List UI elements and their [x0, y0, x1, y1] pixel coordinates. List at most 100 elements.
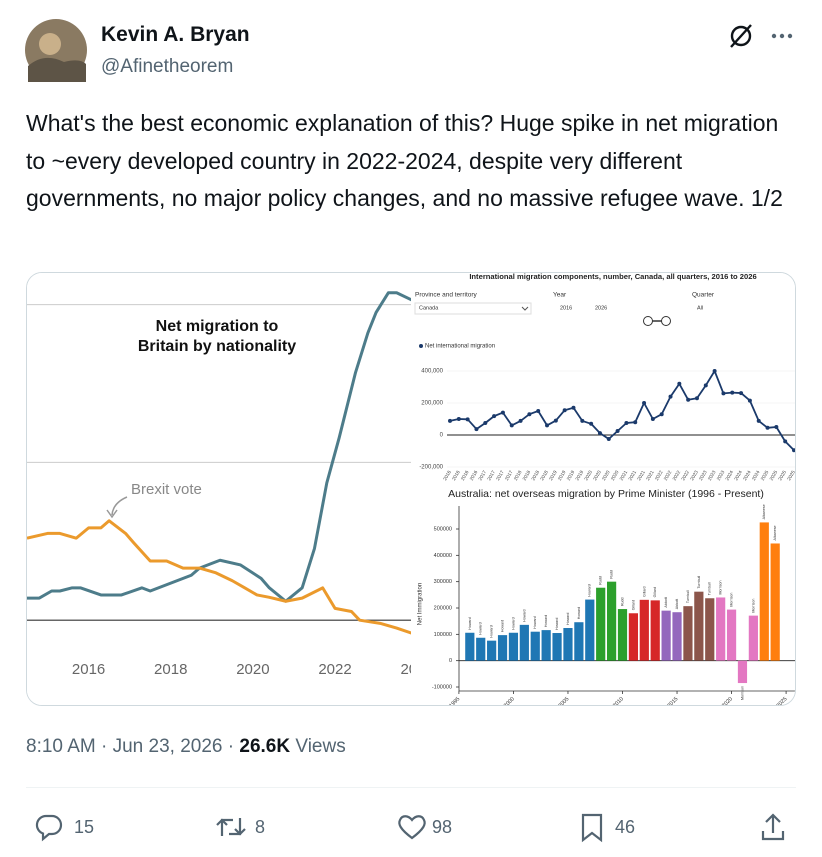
data-point — [624, 421, 629, 425]
annotation: Brexit vote — [131, 481, 202, 498]
bar — [726, 609, 737, 661]
bar-label: Rudd — [610, 570, 614, 579]
data-point — [659, 412, 664, 417]
data-point — [712, 369, 717, 373]
chart-title: International migration components, numb… — [469, 273, 756, 281]
header-icons — [730, 24, 793, 48]
like-button[interactable] — [396, 812, 428, 842]
bookmark-button[interactable] — [578, 812, 608, 844]
data-point — [703, 383, 708, 388]
y-axis-label: Net Immigration — [418, 583, 424, 625]
x-tick-label: 2020 — [721, 696, 734, 706]
data-point — [571, 405, 576, 410]
bar — [694, 591, 704, 661]
date[interactable]: Jun 23, 2026 — [112, 736, 223, 757]
bar — [759, 522, 769, 661]
data-point — [686, 397, 691, 402]
bar-label: Howard — [533, 616, 537, 628]
bar — [617, 609, 628, 661]
bar-label: Gillard — [642, 586, 646, 596]
user-handle[interactable]: @Afinetheorem — [101, 56, 234, 77]
filter-value: 2026 — [595, 305, 607, 311]
y-tick-label: 0 — [449, 658, 452, 664]
x-tick-label: 2005 — [558, 696, 571, 706]
legend-marker — [419, 344, 423, 348]
share-button[interactable] — [759, 811, 789, 843]
bar-label: Rudd — [620, 597, 624, 606]
bar — [508, 632, 519, 661]
data-point — [650, 417, 655, 421]
bar-label: Howard — [511, 617, 515, 629]
bar — [596, 587, 606, 661]
y-tick-label: 300000 — [434, 579, 452, 585]
y-tick-label: 400000 — [434, 553, 452, 559]
uk-chart: 2016 2018 2020 2022 2024 Net migration to Brit… — [27, 291, 433, 678]
avatar[interactable] — [24, 18, 88, 82]
y-tick-label: 200000 — [434, 605, 452, 611]
bar — [770, 543, 780, 661]
uk-chart-background — [27, 273, 411, 705]
x-tick-label: 2020 — [236, 661, 269, 678]
repost-button[interactable] — [214, 812, 248, 842]
bar — [705, 598, 715, 661]
filter-value: 2016 — [560, 305, 572, 311]
bar — [519, 624, 529, 661]
x-tick-label: 2010 — [612, 696, 625, 706]
time[interactable]: 8:10 AM — [26, 736, 96, 757]
bar-label: Howard — [566, 613, 570, 625]
repost-count: 8 — [255, 817, 266, 837]
bar — [650, 600, 660, 661]
data-point — [492, 414, 497, 419]
bar — [639, 599, 649, 661]
data-point — [545, 423, 550, 428]
bar — [585, 599, 595, 661]
chart-title: Australia: net overseas migration by Pri… — [448, 488, 764, 500]
bar-label: Gillard — [631, 600, 635, 610]
media[interactable]: 2016 2018 2020 2022 2024 Net migration to Brit… — [26, 272, 796, 706]
bar-label: Abbott — [664, 597, 668, 607]
views-label: Views — [295, 736, 346, 757]
bar — [574, 622, 584, 661]
view-count: 26.6K — [239, 736, 291, 757]
bar-label: Gillard — [653, 587, 657, 597]
bar-label: Howard — [577, 607, 581, 619]
x-tick-label: 2024 — [400, 661, 433, 678]
x-tick-label: 2018 — [154, 661, 187, 678]
y-tick-label: 400,000 — [421, 369, 443, 375]
reply-button[interactable] — [34, 812, 64, 842]
bar — [716, 597, 726, 661]
bar — [672, 612, 682, 661]
media-images: 2016 2018 2020 2022 2024 Net migration to Brit… — [27, 273, 795, 706]
x-tick-label: 1995 — [448, 696, 461, 706]
grok-button[interactable] — [730, 24, 752, 48]
more-button[interactable] — [771, 33, 793, 39]
data-point — [730, 390, 735, 395]
bar — [465, 632, 475, 661]
filter-value: Canada — [419, 305, 439, 311]
x-tick-label: 2015 — [667, 696, 680, 706]
bar-label: Albanese — [762, 504, 766, 519]
slider-handle[interactable] — [661, 316, 671, 326]
bar-label: Morrison — [719, 580, 723, 594]
filter-value: All — [697, 305, 703, 311]
data-point — [474, 427, 479, 432]
bar-label: Howard — [479, 622, 483, 634]
bar-label: Turnbull — [686, 590, 690, 603]
data-point — [456, 417, 461, 421]
dropdown[interactable] — [414, 302, 532, 315]
bar — [541, 630, 551, 661]
bar — [552, 633, 562, 661]
data-point — [633, 420, 638, 425]
data-point — [747, 398, 752, 403]
bar — [487, 640, 497, 661]
display-name[interactable]: Kevin A. Bryan — [101, 23, 250, 46]
bar-label: Turnbull — [708, 582, 712, 595]
slider-handle[interactable] — [643, 316, 653, 326]
bar-label: Howard — [468, 617, 472, 629]
data-point — [668, 394, 673, 399]
data-point — [774, 425, 779, 429]
data-point — [536, 409, 541, 413]
bar-label: Howard — [544, 615, 548, 627]
data-point — [694, 396, 699, 401]
legend-label: Net international migration — [425, 344, 495, 350]
